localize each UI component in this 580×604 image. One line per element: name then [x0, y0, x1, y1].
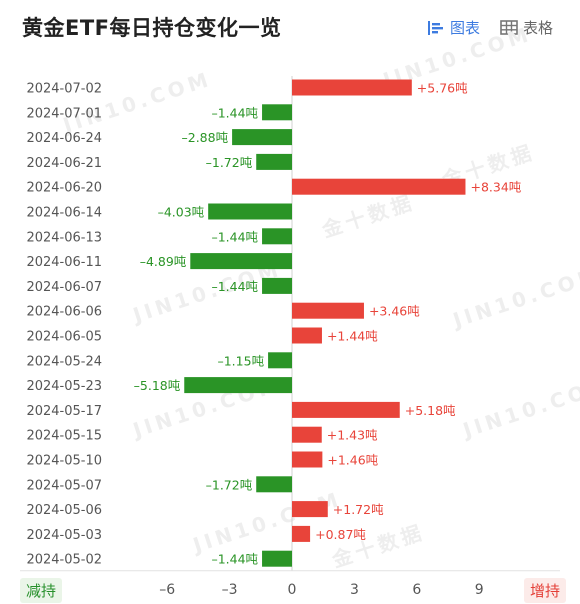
data-bar: [292, 79, 412, 96]
data-bar: [292, 426, 322, 443]
view-chart-toggle[interactable]: 图表: [427, 17, 480, 38]
x-tick-label: 0: [288, 582, 297, 598]
data-label: –1.44吨: [211, 105, 258, 120]
x-tick-label: –6: [159, 582, 175, 598]
data-bar: [292, 302, 364, 319]
data-bar: [190, 253, 292, 270]
data-label: +3.46吨: [369, 304, 420, 319]
page-title: 黄金ETF每日持仓变化一览: [22, 16, 282, 40]
data-bar: [208, 203, 292, 220]
increase-legend-badge: 增持: [523, 578, 566, 603]
category-label: 2024-07-02: [26, 82, 102, 97]
data-label: –4.89吨: [140, 254, 187, 269]
data-label: –1.44吨: [211, 552, 258, 567]
category-label: 2024-06-24: [26, 131, 102, 146]
category-label: 2024-06-06: [26, 305, 102, 320]
category-label: 2024-06-07: [26, 280, 102, 295]
data-label: +1.46吨: [327, 453, 378, 468]
category-label: 2024-05-10: [26, 454, 102, 469]
category-label: 2024-05-15: [26, 429, 102, 444]
category-label: 2024-05-06: [26, 503, 102, 518]
view-table-label: 表格: [523, 19, 554, 37]
x-tick-label: –3: [222, 582, 238, 598]
data-bar: [262, 550, 292, 567]
category-label: 2024-07-01: [26, 106, 102, 121]
reduce-legend-badge: 减持: [20, 578, 63, 603]
data-label: +1.43吨: [327, 428, 378, 443]
category-label: 2024-06-21: [26, 156, 102, 171]
category-label: 2024-06-20: [26, 181, 102, 196]
data-bar: [292, 178, 466, 195]
x-tick-label: 9: [475, 582, 484, 598]
category-label: 2024-06-14: [26, 206, 102, 221]
data-label: –1.15吨: [217, 353, 264, 368]
data-bar: [292, 327, 322, 344]
data-label: +0.87吨: [315, 527, 366, 542]
table-icon: [500, 20, 518, 35]
category-label: 2024-06-13: [26, 230, 102, 245]
data-bar: [268, 352, 292, 369]
data-bar: [262, 104, 292, 121]
data-bar: [262, 277, 292, 294]
category-label: 2024-06-11: [26, 255, 102, 270]
x-tick-label: 6: [412, 582, 421, 598]
category-label: 2024-06-05: [26, 330, 102, 345]
data-bar: [256, 153, 292, 170]
category-label: 2024-05-03: [26, 528, 102, 543]
x-tick-label: 3: [350, 582, 359, 598]
data-bar: [256, 476, 292, 493]
category-label: 2024-05-24: [26, 354, 102, 369]
data-label: –1.44吨: [211, 279, 258, 294]
data-bar: [184, 377, 292, 394]
data-label: +1.72吨: [333, 502, 384, 517]
data-bar: [232, 129, 292, 146]
data-label: –1.72吨: [206, 477, 253, 492]
view-chart-label: 图表: [450, 19, 481, 37]
data-bar: [292, 525, 311, 542]
data-bar: [292, 401, 400, 418]
data-label: –5.18吨: [134, 378, 181, 393]
category-label: 2024-05-23: [26, 379, 102, 394]
data-bar: [262, 228, 292, 245]
data-label: –1.44吨: [211, 229, 258, 244]
data-label: +5.76吨: [417, 81, 468, 96]
data-label: +5.18吨: [405, 403, 456, 418]
data-bar: [292, 451, 323, 468]
data-label: –1.72吨: [206, 155, 253, 170]
data-bar: [292, 501, 328, 518]
bar-chart-icon: [428, 20, 443, 35]
category-label: 2024-05-07: [26, 478, 102, 493]
category-label: 2024-05-17: [26, 404, 102, 419]
data-label: +1.44吨: [327, 329, 378, 344]
data-label: –4.03吨: [158, 205, 205, 220]
view-table-toggle[interactable]: 表格: [500, 17, 553, 38]
data-label: +8.34吨: [470, 180, 521, 195]
category-label: 2024-05-02: [26, 553, 102, 568]
data-label: –2.88吨: [182, 130, 229, 145]
